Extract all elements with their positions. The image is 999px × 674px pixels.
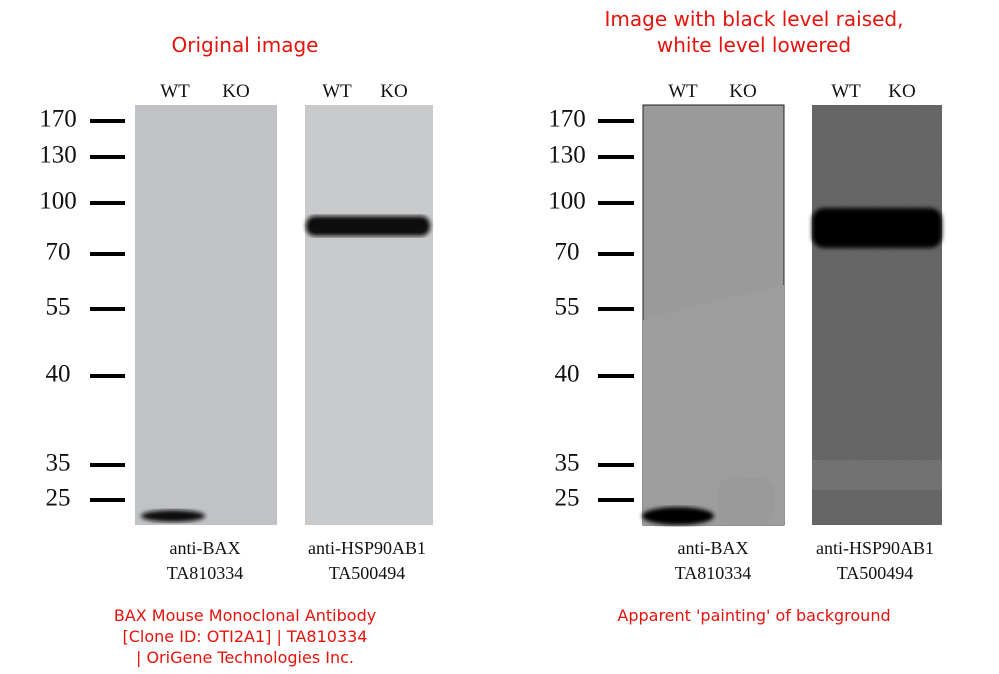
band [642,507,714,525]
lane-label: KO [888,81,915,102]
antibody-label: anti-HSP90AB1 [816,538,934,558]
marker-label: 130 [39,142,77,169]
lane-label: WT [322,81,352,102]
marker-label: 70 [555,239,580,266]
marker-label: 25 [46,485,71,512]
lane-label: KO [380,81,407,102]
panel-title: Image with black level raised, [605,7,904,31]
panel-title: white level lowered [657,33,851,57]
band [141,510,205,522]
marker-label: 55 [46,294,71,321]
blot [812,105,942,525]
caption: Apparent 'painting' of background [617,606,890,625]
marker-label: 100 [39,188,77,215]
catalog-label: TA810334 [167,563,244,583]
lane-label: KO [222,81,249,102]
antibody-label: anti-HSP90AB1 [308,538,426,558]
caption: BAX Mouse Monoclonal Antibody [114,606,376,625]
antibody-label: anti-BAX [170,538,241,558]
catalog-label: TA500494 [329,563,406,583]
band [812,208,942,248]
marker-label: 55 [555,294,580,321]
blot [305,105,433,525]
marker-label: 70 [46,239,71,266]
marker-label: 25 [555,485,580,512]
marker-label: 35 [46,450,71,477]
lane-label: KO [729,81,756,102]
marker-label: 170 [548,106,586,133]
blot [135,105,277,525]
caption: | OriGene Technologies Inc. [136,648,354,667]
catalog-label: TA810334 [675,563,752,583]
lane-label: WT [160,81,190,102]
patch [718,478,774,525]
lane-label: WT [831,81,861,102]
texture [643,285,784,525]
antibody-label: anti-BAX [678,538,749,558]
panel-title: Original image [172,33,319,57]
texture [812,460,942,490]
caption: [Clone ID: OTI2A1] | TA810334 [123,627,368,646]
marker-label: 170 [39,106,77,133]
marker-label: 40 [46,361,71,388]
marker-label: 40 [555,361,580,388]
lane-label: WT [668,81,698,102]
marker-label: 130 [548,142,586,169]
band [306,216,430,236]
marker-label: 35 [555,450,580,477]
marker-label: 100 [548,188,586,215]
catalog-label: TA500494 [837,563,914,583]
